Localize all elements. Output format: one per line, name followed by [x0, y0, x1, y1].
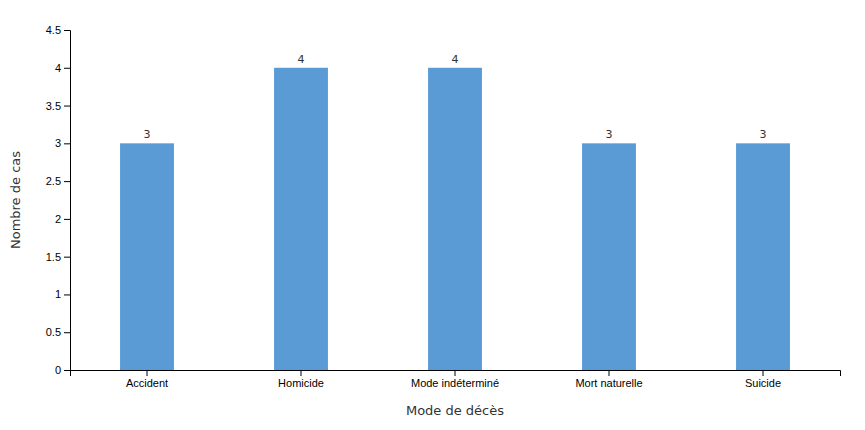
y-tick-label: 2.5 [46, 175, 61, 187]
x-axis-line [71, 371, 841, 377]
y-tick: 0 [55, 364, 70, 376]
y-axis-title: Nombre de cas [8, 151, 23, 249]
x-tick-label: Accident [126, 377, 168, 389]
data-label: 3 [760, 128, 767, 141]
y-tick: 2.5 [46, 175, 70, 187]
x-tick-label: Suicide [745, 377, 781, 389]
x-tick: Mort naturelle [575, 370, 642, 389]
x-tick-mark [763, 370, 764, 376]
y-tick-label: 4.5 [46, 24, 61, 36]
x-tick: Mode indéterminé [411, 370, 499, 389]
bar [274, 68, 328, 370]
y-tick-label: 1 [55, 288, 61, 300]
y-tick: 0.5 [46, 326, 70, 338]
data-labels: 3 4 4 3 3 [144, 53, 767, 142]
y-tick-mark [64, 257, 70, 258]
y-tick-mark [64, 219, 70, 220]
data-label: 4 [452, 53, 459, 66]
bars [120, 68, 790, 370]
y-tick-mark [64, 294, 70, 295]
y-tick-label: 4 [55, 62, 61, 74]
y-tick: 4 [55, 62, 70, 74]
x-tick: Suicide [745, 370, 781, 389]
x-tick: Accident [126, 370, 168, 389]
y-tick-label: 3.5 [46, 100, 61, 112]
y-tick: 3.5 [46, 100, 70, 112]
x-tick-label: Mode indéterminé [411, 377, 499, 389]
y-tick-label: 0 [55, 364, 61, 376]
bar [120, 143, 174, 370]
y-tick: 3 [55, 137, 70, 149]
y-tick: 1.5 [46, 251, 70, 263]
bar [736, 143, 790, 370]
y-tick: 4.5 [46, 24, 70, 36]
x-axis: Accident Homicide Mode indéterminé Mort nat… [71, 370, 841, 389]
data-label: 3 [144, 128, 151, 141]
x-tick-label: Mort naturelle [575, 377, 642, 389]
data-label: 4 [298, 53, 305, 66]
y-tick-label: 1.5 [46, 251, 61, 263]
x-tick-mark [455, 370, 456, 376]
y-tick-mark [64, 30, 70, 31]
x-tick: Homicide [278, 370, 324, 389]
chart: 0 0.5 1 1.5 2 2.5 3 3.5 4 4.5 Accident Homicide Mode… [0, 0, 865, 430]
y-tick-mark [64, 370, 70, 371]
x-tick-mark [147, 370, 148, 376]
plot: 0 0.5 1 1.5 2 2.5 3 3.5 4 4.5 Accident Homicide Mode… [46, 24, 841, 389]
y-tick-label: 2 [55, 213, 61, 225]
data-label: 3 [606, 128, 613, 141]
y-tick: 1 [55, 288, 70, 300]
y-tick-label: 3 [55, 137, 61, 149]
y-tick: 2 [55, 213, 70, 225]
x-tick-mark [609, 370, 610, 376]
x-axis-title: Mode de décès [406, 403, 504, 418]
y-tick-mark [64, 143, 70, 144]
y-tick-mark [64, 332, 70, 333]
y-tick-mark [64, 106, 70, 107]
y-axis: 0 0.5 1 1.5 2 2.5 3 3.5 4 4.5 [46, 24, 71, 376]
y-axis-line [64, 31, 71, 371]
y-tick-mark [64, 181, 70, 182]
y-tick-label: 0.5 [46, 326, 61, 338]
x-tick-label: Homicide [278, 377, 324, 389]
y-tick-mark [64, 68, 70, 69]
bar [582, 143, 636, 370]
bar [428, 68, 482, 370]
x-tick-mark [301, 370, 302, 376]
